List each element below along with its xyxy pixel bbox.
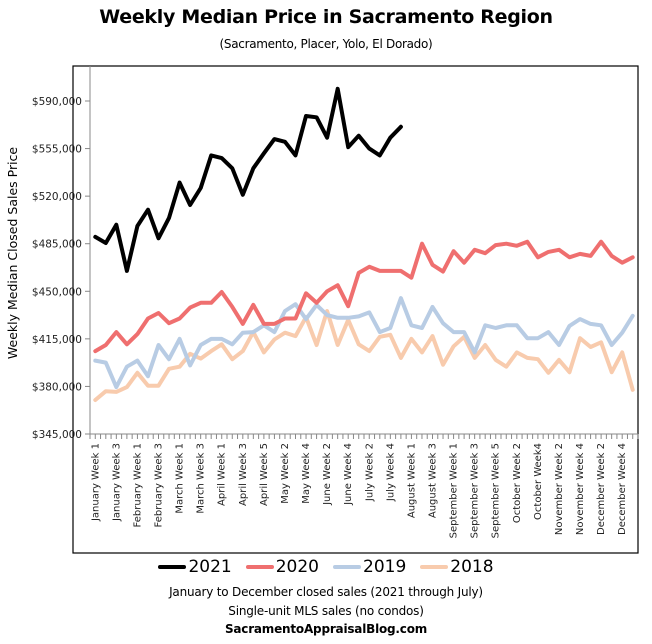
legend-swatch	[333, 565, 361, 569]
line-chart: $345,000 $380,000 $415,000 $450,000 $485,000…	[5, 65, 639, 554]
x-tick-label: August Week 1	[406, 443, 417, 518]
x-axis-ticks: January Week 1 January Week 3 February Wee…	[89, 434, 639, 538]
x-tick-label: October Week4	[533, 443, 544, 520]
x-tick-label: November Week 4	[575, 443, 586, 535]
y-axis-ticks: $345,000 $380,000 $415,000 $450,000 $485,000…	[32, 96, 90, 441]
x-tick-label: May Week 2	[280, 443, 291, 504]
x-tick-label: September Week 1	[449, 443, 460, 538]
series-line-2021	[93, 86, 403, 273]
legend-swatch	[420, 565, 449, 569]
x-tick-label: January Week 3	[111, 443, 122, 522]
y-tick-label: $380,000	[32, 381, 82, 393]
y-tick-label: $485,000	[32, 239, 82, 251]
y-axis-title: Weekly Median Closed Sales Price	[5, 147, 20, 360]
x-tick-label: December Week 4	[617, 443, 628, 535]
legend-swatch	[245, 565, 274, 569]
chart-frame	[72, 65, 639, 554]
y-tick-label: $520,000	[32, 191, 82, 203]
series-line-2019	[93, 296, 635, 390]
x-tick-label: March Week 1	[175, 443, 186, 514]
legend-item-2021: 2021	[158, 557, 232, 577]
x-tick-label: April Week 1	[217, 443, 228, 506]
x-tick-label: April Week 5	[259, 443, 270, 506]
y-tick-label: $450,000	[32, 286, 82, 298]
x-tick-label: December Week 2	[596, 443, 607, 535]
y-tick-label: $590,000	[32, 96, 82, 108]
series-lines	[93, 86, 635, 402]
legend-item-2019: 2019	[333, 557, 406, 577]
x-tick-label: July Week 4	[385, 443, 396, 502]
x-tick-label: June Week 2	[322, 443, 333, 506]
legend-label: 2019	[363, 557, 407, 577]
x-tick-label: November Week 2	[554, 443, 565, 535]
series-line-2018	[93, 309, 635, 402]
note-date-range: January to December closed sales (2021 t…	[169, 585, 483, 599]
x-tick-label: March Week 3	[196, 443, 207, 514]
x-tick-label: September Week 3	[470, 443, 481, 538]
y-tick-label: $415,000	[32, 334, 82, 346]
source-website: SacramentoAppraisalBlog.com	[224, 622, 428, 636]
y-tick-label: $345,000	[32, 429, 82, 441]
x-tick-label: May Week 4	[301, 443, 312, 504]
x-tick-label: April Week 3	[238, 443, 249, 506]
y-tick-label: $555,000	[32, 144, 82, 156]
x-tick-label: September Week 5	[491, 443, 502, 538]
legend-swatch	[158, 565, 187, 569]
series-line-2020	[93, 239, 635, 354]
x-tick-label: January Week 1	[90, 443, 101, 522]
legend-label: 2021	[188, 557, 232, 577]
note-sales-type: Single-unit MLS sales (no condos)	[228, 604, 424, 618]
x-tick-label: July Week 2	[364, 443, 375, 502]
legend-label: 2018	[450, 557, 494, 577]
legend-item-2018: 2018	[420, 557, 494, 577]
legend-label: 2020	[275, 557, 319, 577]
x-tick-label: August Week 3	[428, 443, 439, 518]
legend: 2021 2020 2019 2018	[0, 557, 652, 577]
x-tick-label: June Week 4	[343, 443, 354, 506]
x-tick-label: February Week 1	[132, 443, 143, 527]
legend-item-2020: 2020	[245, 557, 319, 577]
x-tick-label: February Week 3	[154, 443, 165, 527]
x-tick-label: October Week 2	[512, 443, 523, 523]
chart-title: Weekly Median Price in Sacramento Region	[99, 6, 553, 28]
chart-subtitle: (Sacramento, Placer, Yolo, El Dorado)	[219, 37, 433, 51]
